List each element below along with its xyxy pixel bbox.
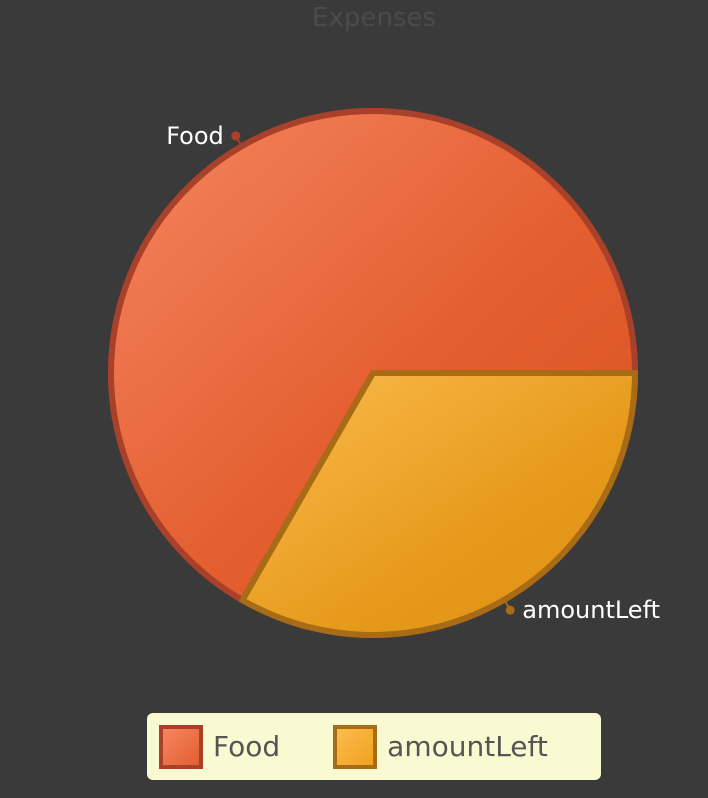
legend-item-amountleft[interactable]: amountLeft (333, 724, 548, 770)
leader-dot-food (231, 131, 241, 141)
legend-label-food: Food (213, 730, 281, 763)
chart-title: Expenses (312, 3, 436, 33)
legend-label-amountleft: amountLeft (387, 730, 548, 763)
slice-label-food: Food (166, 122, 224, 150)
leader-dot-amountleft (505, 605, 515, 615)
legend-swatch-food (159, 724, 203, 769)
legend-swatch-amountleft (333, 724, 378, 769)
chart-legend: Food amountLeft (147, 713, 601, 780)
slice-label-amountleft: amountLeft (522, 596, 660, 624)
legend-item-food[interactable]: Food (159, 724, 280, 770)
